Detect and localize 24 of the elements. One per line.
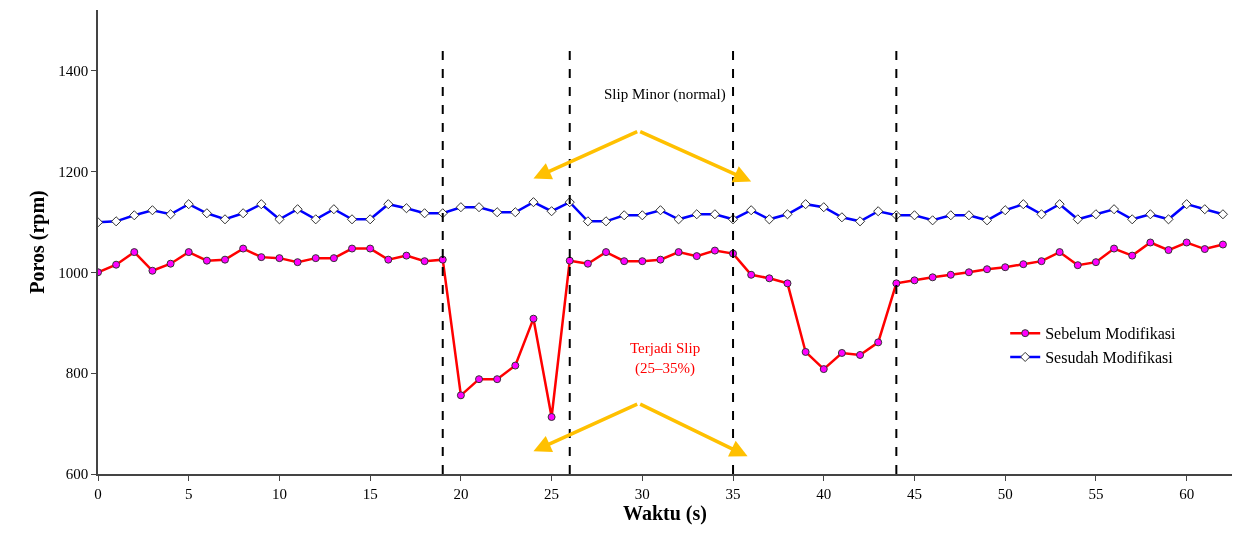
x-tick-label: 35 xyxy=(725,485,741,502)
x-axis-title: Waktu (s) xyxy=(623,501,707,525)
x-tick-label: 25 xyxy=(544,485,560,502)
y-tick-label: 1200 xyxy=(58,163,89,180)
annotation: Terjadi Slip (25–35%) xyxy=(630,340,701,377)
y-tick-label: 800 xyxy=(65,365,89,382)
x-tick-label: 55 xyxy=(1088,485,1104,502)
x-tick-label: 30 xyxy=(634,485,650,502)
x-tick-label: 0 xyxy=(94,485,102,502)
annotation: Slip Minor (normal) xyxy=(604,86,726,103)
legend-label: Sesudah Modifikasi xyxy=(1045,349,1174,367)
y-tick-label: 1400 xyxy=(58,62,89,79)
x-tick-label: 60 xyxy=(1179,485,1195,502)
x-tick-label: 40 xyxy=(816,485,832,502)
y-tick-label: 1000 xyxy=(58,264,89,281)
x-tick-label: 50 xyxy=(997,485,1013,502)
x-tick-label: 10 xyxy=(271,485,287,502)
y-axis-title: Poros (rpm) xyxy=(26,190,50,294)
y-tick-label: 600 xyxy=(65,466,89,483)
x-tick-label: 5 xyxy=(184,485,193,502)
x-tick-label: 20 xyxy=(453,485,469,502)
x-tick-label: 15 xyxy=(362,485,378,502)
x-tick-label: 45 xyxy=(906,485,922,502)
legend-label: Sebelum Modifikasi xyxy=(1045,325,1176,343)
